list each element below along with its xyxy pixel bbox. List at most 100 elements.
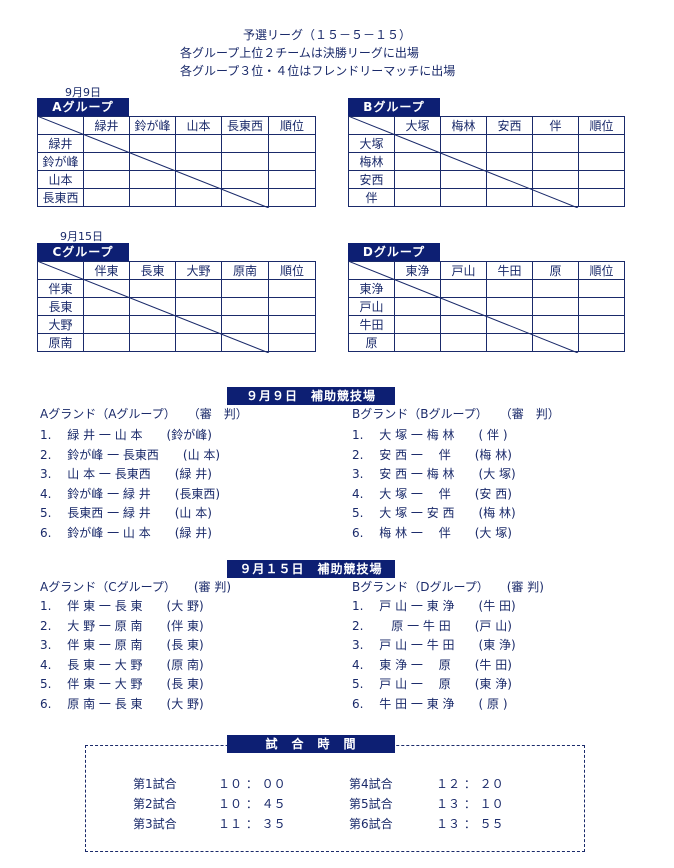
time-value: １０ ： ４５	[218, 797, 286, 811]
group-d-title: Dグループ	[348, 243, 440, 261]
match-row: 3. 山 本 一 長東西 (緑 井)	[40, 467, 212, 481]
match-row: 6. 牛 田 一 東 浄 ( 原 )	[352, 696, 508, 711]
match-row: 3. 安 西 一 梅 林 (大 塚)	[352, 467, 516, 481]
time-value: １３ ： ５５	[436, 817, 504, 831]
row-team: 長東西	[37, 188, 84, 207]
match-row: 5. 大 塚 一 安 西 (梅 林)	[352, 506, 516, 520]
match-row: 5. 戸 山 一 原 (東 浄)	[352, 677, 512, 691]
col-rank: 順位	[268, 261, 316, 280]
time-label: 第2試合	[133, 797, 177, 811]
time-value: １０ ： ００	[218, 777, 286, 791]
match-row: 4. 鈴が峰 一 緑 井 (長東西)	[40, 486, 221, 501]
match-row: 6. 原 南 一 長 東 (大 野)	[40, 696, 204, 711]
col-team: 原南	[221, 261, 269, 280]
match-row: 3. 戸 山 一 牛 田 (東 浄)	[352, 638, 516, 652]
corner-cell	[37, 261, 84, 280]
row-team: 大野	[37, 315, 84, 334]
group-c-title: Cグループ	[37, 243, 129, 261]
match-row: 2. 大 野 一 原 南 (伴 東)	[40, 618, 204, 633]
match-row: 1. 大 塚 一 梅 林 ( 伴 )	[352, 428, 508, 442]
row-team: 鈴が峰	[37, 152, 84, 171]
day1-left-list: 1. 緑 井 一 山 本 (鈴が峰) 2. 鈴が峰 一 長東西 (山 本) 3.…	[40, 426, 220, 543]
col-team: 安西	[486, 116, 533, 135]
corner-cell	[348, 261, 395, 280]
group-b-table: 大塚 梅林 安西 伴 順位 大塚 梅林 安西 伴	[348, 116, 625, 207]
time-value: １１ ： ３５	[218, 817, 286, 831]
row-team: 梅林	[348, 152, 395, 171]
match-row: 2. 鈴が峰 一 長東西 (山 本)	[40, 447, 221, 462]
col-rank: 順位	[268, 116, 316, 135]
match-row: 6. 鈴が峰 一 山 本 (緑 井)	[40, 525, 212, 540]
day2-right-list: 1. 戸 山 一 東 浄 (牛 田) 2. 原 一 牛 田 (戸 山) 3. 戸…	[352, 597, 516, 714]
col-team: 長東	[129, 261, 176, 280]
col-team: 緑井	[83, 116, 130, 135]
day2-left-head: Aグランド（Cグループ） (審 判)	[40, 580, 232, 594]
col-team: 牛田	[486, 261, 533, 280]
match-row: 4. 大 塚 一 伴 (安 西)	[352, 486, 512, 501]
header-line-2: 各グループ上位２チームは決勝リーグに出場	[180, 46, 419, 60]
group-a-table: 緑井 鈴が峰 山本 長東西 順位 緑井 鈴が峰 山本 長東西	[37, 116, 316, 207]
day1-banner: ９月９日 補助競技場	[227, 387, 395, 405]
group-d-table: 東浄 戸山 牛田 原 順位 東浄 戸山 牛田 原	[348, 261, 625, 352]
col-team: 山本	[175, 116, 222, 135]
row-team: 牛田	[348, 315, 395, 334]
group-c-table: 伴東 長東 大野 原南 順位 伴東 長東 大野 原南	[37, 261, 316, 352]
match-row: 5. 伴 東 一 大 野 (長 東)	[40, 677, 204, 691]
match-row: 2. 原 一 牛 田 (戸 山)	[352, 618, 512, 633]
col-team: 原	[532, 261, 579, 280]
match-row: 2. 安 西 一 伴 (梅 林)	[352, 447, 512, 462]
group-b-title: Bグループ	[348, 98, 440, 116]
group-a-title: Aグループ	[37, 98, 129, 116]
time-value: １２ ： ２０	[436, 777, 504, 791]
date-label-1: 9月9日	[65, 86, 101, 99]
day2-right-head: Bグランド（Dグループ） (審 判)	[352, 580, 544, 594]
col-team: 戸山	[440, 261, 487, 280]
col-team: 東浄	[394, 261, 441, 280]
row-team: 長東	[37, 297, 84, 316]
col-team: 伴	[532, 116, 579, 135]
row-team: 緑井	[37, 134, 84, 153]
time-label: 第5試合	[349, 797, 393, 811]
day1-right-list: 1. 大 塚 一 梅 林 ( 伴 ) 2. 安 西 一 伴 (梅 林) 3. 安…	[352, 426, 516, 543]
day1-left-head: Aグランド（Aグループ） （審 判）	[40, 407, 248, 421]
row-team: 大塚	[348, 134, 395, 153]
match-row: 6. 梅 林 一 伴 (大 塚)	[352, 525, 512, 540]
match-row: 4. 東 浄 一 原 (牛 田)	[352, 657, 512, 672]
row-team: 山本	[37, 170, 84, 189]
time-value: １３ ： １０	[436, 797, 504, 811]
match-row: 4. 長 東 一 大 野 (原 南)	[40, 657, 204, 672]
col-team: 鈴が峰	[129, 116, 176, 135]
col-team: 大野	[175, 261, 222, 280]
match-row: 1. 戸 山 一 東 浄 (牛 田)	[352, 599, 516, 613]
row-team: 伴	[348, 188, 395, 207]
corner-cell	[348, 116, 395, 135]
row-team: 伴東	[37, 279, 84, 298]
date-label-2: 9月15日	[60, 230, 103, 243]
corner-cell	[37, 116, 84, 135]
row-team: 戸山	[348, 297, 395, 316]
col-team: 大塚	[394, 116, 441, 135]
time-label: 第6試合	[349, 817, 393, 831]
time-label: 第3試合	[133, 817, 177, 831]
col-rank: 順位	[578, 116, 625, 135]
match-row: 3. 伴 東 一 原 南 (長 東)	[40, 638, 204, 652]
row-team: 安西	[348, 170, 395, 189]
row-team: 原	[348, 333, 395, 352]
row-team: 原南	[37, 333, 84, 352]
time-label: 第4試合	[349, 777, 393, 791]
times-banner: 試 合 時 間	[227, 735, 395, 753]
col-team: 長東西	[221, 116, 269, 135]
match-row: 1. 伴 東 一 長 東 (大 野)	[40, 599, 204, 613]
col-team: 伴東	[83, 261, 130, 280]
row-team: 東浄	[348, 279, 395, 298]
header-line-3: 各グループ３位・４位はフレンドリーマッチに出場	[180, 64, 456, 78]
day2-banner: ９月１５日 補助競技場	[227, 560, 395, 578]
header-line-1: 予選リーグ（１５－５－１５）	[243, 28, 412, 42]
match-row: 1. 緑 井 一 山 本 (鈴が峰)	[40, 428, 212, 442]
day2-left-list: 1. 伴 東 一 長 東 (大 野) 2. 大 野 一 原 南 (伴 東) 3.…	[40, 597, 204, 714]
match-row: 5. 長東西 一 緑 井 (山 本)	[40, 506, 212, 520]
col-team: 梅林	[440, 116, 487, 135]
day1-right-head: Bグランド（Bグループ） （審 判）	[352, 407, 560, 421]
col-rank: 順位	[578, 261, 625, 280]
time-label: 第1試合	[133, 777, 177, 791]
